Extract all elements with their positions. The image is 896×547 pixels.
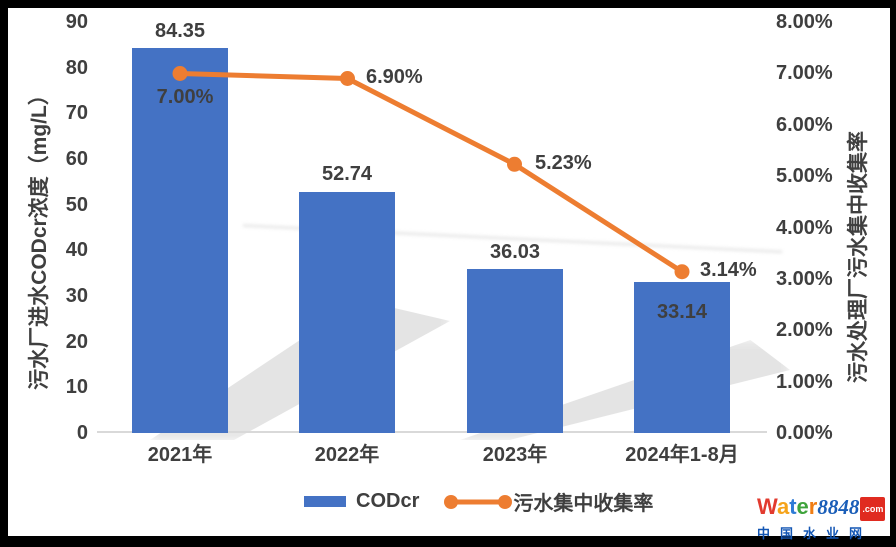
right-tick-7: 7.00% [776,62,833,84]
right-tick-0: 0.00% [776,422,833,444]
left-tick-40: 40 [65,239,88,261]
bar-label-2021: 84.35 [154,20,206,42]
bar-2022 [299,192,395,433]
legend-line-label: 污水集中收集率 [513,493,654,515]
logo-domain: .com [860,497,886,521]
bar-2024 [634,282,730,433]
right-tick-6: 6.00% [776,114,833,136]
watermark-brand: Water [757,494,818,519]
legend-line-marker [444,494,513,509]
water8848-logo: Water8848 .com 中国水业网 [757,495,889,542]
left-tick-0: 0 [76,422,88,444]
legend: CODcr 污水集中收集率 [304,487,653,516]
right-tick-8: 8.00% [776,11,833,33]
line-label-2024: 3.14% [700,259,757,281]
line-label-2021: 7.00% [156,86,214,108]
right-tick-3: 3.00% [776,268,833,290]
left-tick-10: 10 [65,376,88,398]
logo-number: 8848 [817,495,860,519]
legend-bar-swatch [304,496,346,507]
x-axis-line [97,431,767,433]
left-tick-50: 50 [65,194,88,216]
x-label-2022: 2022年 [314,444,380,466]
right-axis-title: 污水处理厂污水集中收集率 [847,131,870,383]
x-label-2024: 2024年1-8月 [625,444,739,466]
right-tick-2: 2.00% [776,319,833,341]
left-tick-30: 30 [65,285,88,307]
bar-2023 [467,269,563,433]
left-tick-60: 60 [65,148,88,170]
x-label-2021: 2021年 [147,444,213,466]
left-tick-20: 20 [65,331,88,353]
legend-bar-label: CODcr [356,490,420,512]
left-tick-90: 90 [65,11,88,33]
x-label-2023: 2023年 [482,444,548,466]
logo-brand-line: Water8848 .com [757,495,889,521]
bar-label-2022: 52.74 [321,163,373,185]
bar-label-2024: 33.14 [656,301,708,323]
bar-label-2023: 36.03 [489,241,541,263]
logo-subtitle: 中国水业网 [757,526,873,541]
left-tick-70: 70 [65,102,88,124]
right-tick-1: 1.00% [776,371,833,393]
right-tick-5: 5.00% [776,165,833,187]
line-label-2023: 5.23% [535,152,592,174]
left-axis-title: 污水厂进水CODcr浓度（mg/L） [28,84,51,390]
right-tick-4: 4.00% [776,217,833,239]
left-tick-80: 80 [65,57,88,79]
line-label-2022: 6.90% [366,66,423,88]
